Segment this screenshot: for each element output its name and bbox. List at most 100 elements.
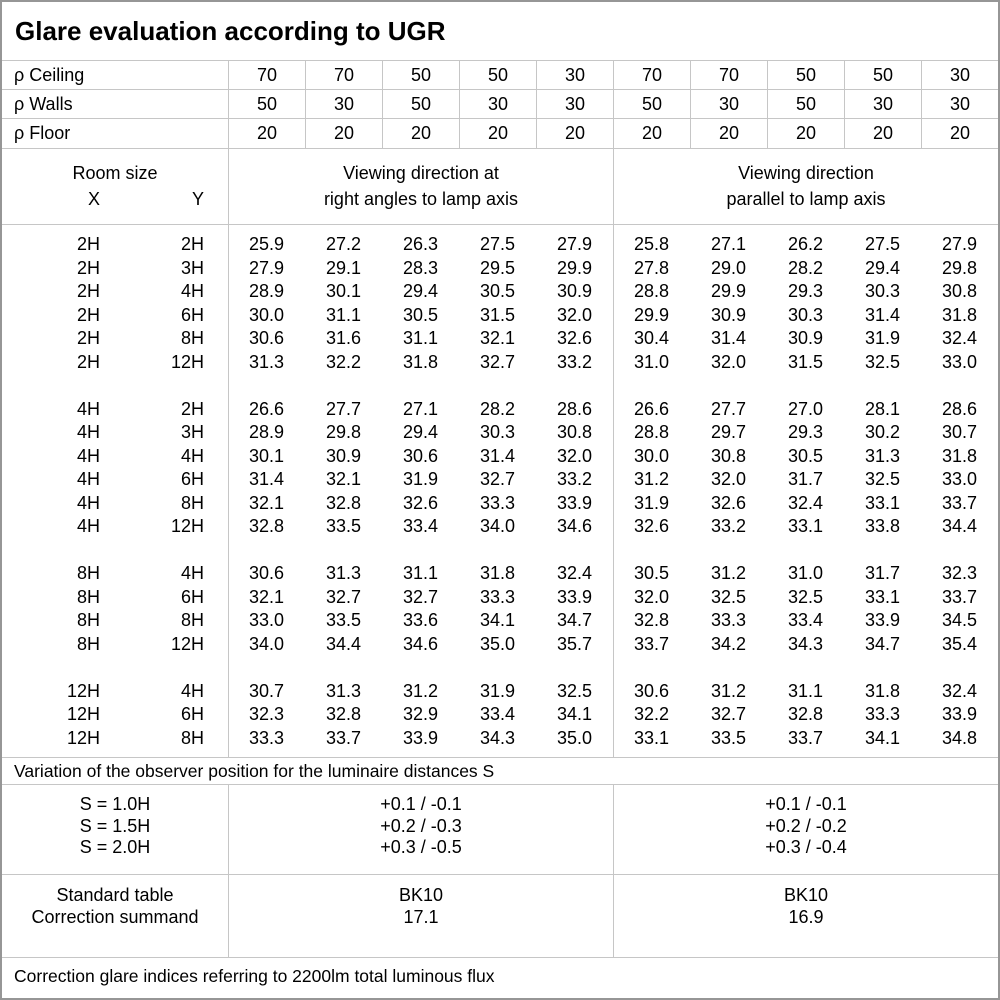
ugr-value: 31.8 bbox=[941, 445, 978, 466]
ugr-value: 32.7 bbox=[325, 586, 362, 607]
ugr-value: 34.1 bbox=[556, 704, 593, 724]
reflectance-value: 30 bbox=[305, 90, 382, 118]
correction-summand-value: 16.9 bbox=[788, 907, 824, 927]
ugr-value: 29.5 bbox=[479, 257, 516, 278]
room-size-y: 12H bbox=[170, 516, 204, 536]
ugr-value: 30.0 bbox=[633, 445, 670, 466]
ugr-value: 32.0 bbox=[710, 351, 747, 372]
ugr-value: 31.7 bbox=[787, 469, 824, 489]
reflectance-row-label: ρ Floor bbox=[14, 123, 71, 143]
ugr-value: 31.6 bbox=[325, 328, 362, 348]
ugr-value: 25.9 bbox=[248, 234, 285, 254]
ugr-value: 32.0 bbox=[710, 469, 747, 489]
ugr-value: 32.1 bbox=[248, 492, 285, 513]
ugr-value: 31.8 bbox=[479, 563, 516, 583]
reflectance-value: 70 bbox=[690, 61, 767, 89]
ugr-value: 30.1 bbox=[325, 281, 362, 301]
standard-table-value: BK10 bbox=[783, 885, 829, 905]
ugr-value: 31.8 bbox=[402, 351, 439, 372]
reflectance-value: 30 bbox=[844, 90, 921, 118]
ugr-value: 31.8 bbox=[864, 680, 901, 701]
group-gap bbox=[2, 656, 998, 680]
reflectance-value: 30 bbox=[921, 90, 998, 118]
ugr-value: 32.4 bbox=[941, 680, 978, 701]
ugr-value: 30.7 bbox=[248, 680, 285, 701]
reflectance-value: 30 bbox=[536, 61, 613, 89]
ugr-value: 31.3 bbox=[864, 445, 901, 466]
ugr-value: 33.7 bbox=[325, 727, 362, 748]
s-value: +0.3 / -0.4 bbox=[765, 837, 847, 857]
ugr-value: 31.5 bbox=[787, 351, 824, 372]
ugr-value: 33.7 bbox=[633, 633, 670, 654]
ugr-value: 33.4 bbox=[787, 610, 824, 630]
ugr-value: 30.1 bbox=[248, 445, 285, 466]
ugr-value: 32.0 bbox=[556, 445, 593, 466]
ugr-value: 32.5 bbox=[787, 586, 824, 607]
ugr-value: 32.3 bbox=[248, 704, 285, 724]
group-gap bbox=[2, 374, 998, 398]
ugr-value: 29.8 bbox=[941, 257, 978, 278]
ugr-value: 32.1 bbox=[479, 328, 516, 348]
ugr-value: 29.3 bbox=[787, 281, 824, 301]
ugr-value: 32.8 bbox=[325, 492, 362, 513]
ugr-value: 28.8 bbox=[633, 422, 670, 442]
reflectance-value: 20 bbox=[690, 119, 767, 148]
ugr-value: 31.0 bbox=[633, 351, 670, 372]
reflectance-value: 20 bbox=[767, 119, 844, 148]
ugr-value: 33.7 bbox=[941, 492, 978, 513]
ugr-value: 29.7 bbox=[710, 422, 747, 442]
ugr-value: 32.4 bbox=[556, 563, 593, 583]
ugr-value: 34.0 bbox=[479, 516, 516, 536]
room-size-y: 12H bbox=[170, 633, 204, 654]
s-value: +0.1 / -0.1 bbox=[380, 794, 462, 814]
ugr-value: 32.6 bbox=[710, 492, 747, 513]
ugr-value: 30.9 bbox=[325, 445, 362, 466]
s-labels: S = 1.0H S = 1.5H S = 2.0H bbox=[2, 785, 228, 874]
ugr-value: 30.2 bbox=[864, 422, 901, 442]
ugr-value: 32.6 bbox=[556, 328, 593, 348]
ugr-value: 27.0 bbox=[787, 398, 824, 419]
ugr-value: 32.7 bbox=[479, 469, 516, 489]
reflectance-value: 70 bbox=[305, 61, 382, 89]
ugr-value: 33.5 bbox=[710, 727, 747, 748]
ugr-value: 31.2 bbox=[402, 680, 439, 701]
ugr-value: 30.7 bbox=[941, 422, 978, 442]
ugr-value: 28.9 bbox=[248, 422, 285, 442]
ugr-value: 29.3 bbox=[787, 422, 824, 442]
ugr-value: 31.4 bbox=[710, 328, 747, 348]
ugr-value: 34.7 bbox=[556, 610, 593, 630]
ugr-value: 34.1 bbox=[864, 727, 901, 748]
ugr-value: 29.0 bbox=[710, 257, 747, 278]
ugr-value: 30.3 bbox=[479, 422, 516, 442]
reflectance-row-label: ρ Ceiling bbox=[14, 65, 85, 85]
ugr-value: 27.8 bbox=[633, 257, 670, 278]
ugr-value: 32.8 bbox=[787, 704, 824, 724]
ugr-value: 34.8 bbox=[941, 727, 978, 748]
ugr-value: 31.2 bbox=[633, 469, 670, 489]
ugr-value: 32.0 bbox=[633, 586, 670, 607]
ugr-value: 31.5 bbox=[479, 304, 516, 325]
room-size-y: 4H bbox=[180, 281, 204, 301]
reflectance-value: 20 bbox=[536, 119, 613, 148]
table-row: 12H 6H 32.3 32.8 32.9 33.4 34.1 32.2 32.7 32.8 33.… bbox=[2, 703, 998, 727]
ugr-value: 27.5 bbox=[479, 234, 516, 254]
reflectance-value: 30 bbox=[459, 90, 536, 118]
ugr-value: 33.9 bbox=[556, 586, 593, 607]
ugr-value: 34.1 bbox=[479, 610, 516, 630]
ugr-value: 29.8 bbox=[325, 422, 362, 442]
ugr-value: 31.2 bbox=[710, 563, 747, 583]
ugr-value: 33.9 bbox=[556, 492, 593, 513]
room-size-y: 4H bbox=[180, 445, 204, 466]
table-row: 4H 6H 31.4 32.1 31.9 32.7 33.2 31.2 32.0 31.7 32.5… bbox=[2, 468, 998, 492]
table-row: 12H 8H 33.3 33.7 33.9 34.3 35.0 33.1 33.5 33.7 34.… bbox=[2, 727, 998, 751]
ugr-value: 31.4 bbox=[864, 304, 901, 325]
reflectance-value: 50 bbox=[228, 90, 305, 118]
ugr-value: 26.6 bbox=[633, 398, 670, 419]
ugr-value: 34.3 bbox=[787, 633, 824, 654]
correction-summand-label: Correction summand bbox=[31, 907, 199, 927]
ugr-value: 27.7 bbox=[325, 398, 362, 419]
room-size-y: 8H bbox=[180, 492, 204, 513]
ugr-value: 31.9 bbox=[479, 680, 516, 701]
room-size-y: 4H bbox=[180, 563, 204, 583]
